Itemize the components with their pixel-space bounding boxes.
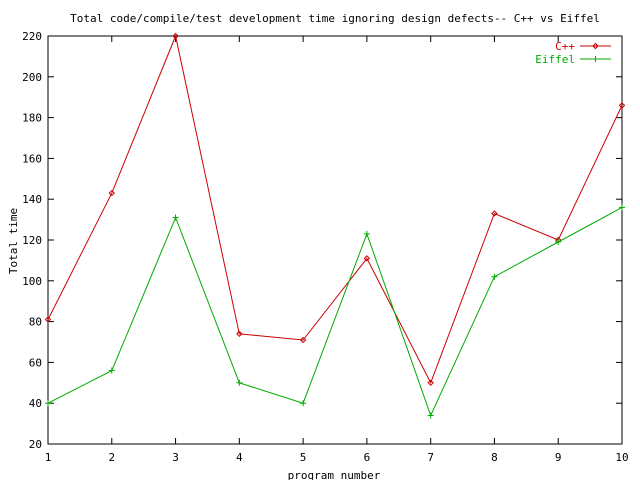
series-cpp [44, 32, 626, 387]
data-point-cpp [618, 102, 626, 109]
y-tick-label: 40 [29, 397, 42, 410]
y-axis-label: Total time [7, 208, 20, 274]
series-line-eiffel [47, 206, 623, 417]
y-tick-label: 100 [22, 275, 42, 288]
x-tick-label: 2 [108, 451, 115, 464]
axes [47, 35, 623, 445]
data-point-eiffel [491, 273, 498, 280]
x-axis-label: program number [288, 469, 381, 480]
tick-marks: 20 40 60 80 100 120 140 160 180 200 220 1 2 3 4 5 6 7 8 9 10 [22, 30, 629, 464]
data-point-eiffel [427, 412, 434, 419]
y-tick-label: 60 [29, 356, 42, 369]
data-point-eiffel [619, 204, 625, 211]
y-tick-label: 120 [22, 234, 42, 247]
data-point-eiffel [45, 400, 51, 407]
y-tick-label: 20 [29, 438, 42, 451]
data-point-cpp [44, 316, 52, 323]
series-lines [44, 32, 626, 419]
legend-marker [592, 56, 599, 62]
x-tick-label: 4 [236, 451, 243, 464]
x-tick-label: 6 [364, 451, 371, 464]
x-tick-label: 1 [45, 451, 52, 464]
data-point-eiffel [236, 379, 243, 386]
data-point-cpp [491, 210, 498, 217]
y-tick-label: 220 [22, 30, 42, 43]
y-tick-label: 80 [29, 316, 42, 329]
data-point-cpp [427, 379, 434, 387]
plot-frame [47, 35, 623, 445]
legend-label: C++ [555, 40, 575, 53]
data-point-cpp [236, 330, 243, 338]
x-tick-label: 9 [555, 451, 562, 464]
y-tick-label: 160 [22, 152, 42, 165]
y-tick-label: 180 [22, 112, 42, 125]
data-point-cpp [363, 255, 371, 262]
data-point-eiffel [108, 367, 115, 374]
legend: C++Eiffel [535, 40, 611, 66]
series-line-cpp [47, 34, 623, 385]
x-tick-label: 3 [172, 451, 179, 464]
x-tick-label: 8 [491, 451, 498, 464]
data-point-cpp [299, 336, 307, 344]
data-point-cpp [172, 32, 179, 40]
x-tick-label: 7 [427, 451, 434, 464]
y-tick-label: 200 [22, 71, 42, 84]
x-tick-label: 10 [615, 451, 628, 464]
data-point-cpp [108, 189, 115, 197]
data-point-eiffel [555, 239, 562, 246]
legend-marker [592, 42, 599, 50]
data-point-eiffel [172, 214, 179, 221]
chart-title: Total code/compile/test development time… [70, 12, 600, 25]
data-point-eiffel [300, 400, 307, 407]
y-tick-label: 140 [22, 193, 42, 206]
x-tick-label: 5 [300, 451, 307, 464]
legend-label: Eiffel [535, 53, 575, 66]
series-eiffel [45, 204, 625, 419]
data-point-eiffel [363, 230, 370, 237]
